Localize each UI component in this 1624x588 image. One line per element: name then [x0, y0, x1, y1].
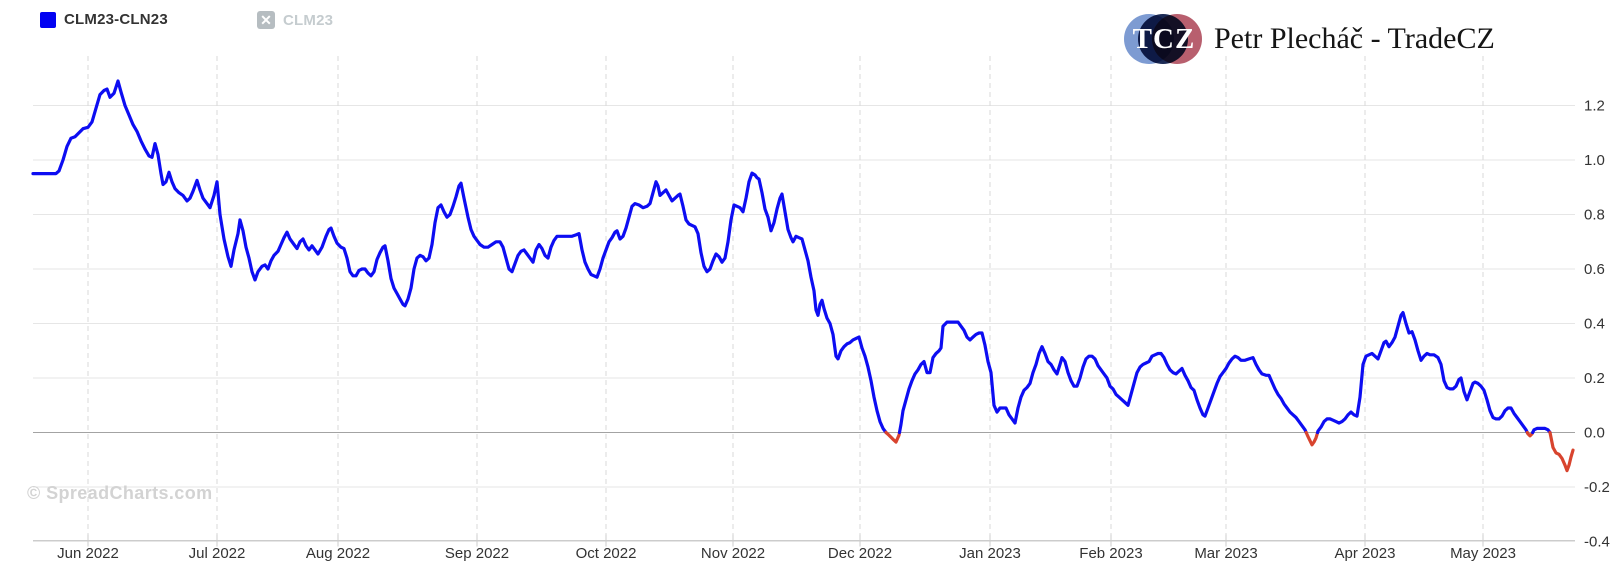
- y-axis-label: 0.0: [1584, 425, 1605, 442]
- x-axis-label: Oct 2022: [576, 545, 637, 562]
- series-segment[interactable]: [1531, 426, 1552, 435]
- y-axis-label: -0.2: [1584, 479, 1610, 496]
- y-axis-label: 1.0: [1584, 152, 1605, 169]
- y-axis-label: 0.6: [1584, 261, 1605, 278]
- series-segment[interactable]: [897, 320, 1308, 435]
- x-axis-label: Sep 2022: [445, 545, 509, 562]
- series-swatch-icon: [40, 11, 56, 28]
- x-axis-label: Jan 2023: [959, 545, 1021, 562]
- y-axis-label: 0.2: [1584, 370, 1605, 387]
- x-axis-label: Jul 2022: [189, 545, 246, 562]
- branding: TCZ Petr Plecháč - TradeCZ: [1124, 13, 1495, 65]
- legend-item-clm23-cln23[interactable]: CLM23-CLN23: [40, 11, 168, 28]
- x-axis-label: Jun 2022: [57, 545, 119, 562]
- legend-label: CLM23: [283, 11, 334, 29]
- x-axis-label: May 2023: [1450, 545, 1516, 562]
- y-axis-label: 0.8: [1584, 207, 1605, 224]
- x-axis-label: Mar 2023: [1194, 545, 1257, 562]
- x-axis-label: Dec 2022: [828, 545, 892, 562]
- legend-item-clm23-disabled[interactable]: ✕ CLM23: [257, 11, 333, 29]
- series-segment-below-zero[interactable]: [884, 430, 902, 444]
- disabled-x-icon: ✕: [257, 11, 275, 29]
- tradecz-logo-icon: TCZ: [1124, 13, 1202, 65]
- spreadcharts-watermark: © SpreadCharts.com: [27, 483, 213, 503]
- series-segment-below-zero[interactable]: [1304, 430, 1320, 447]
- x-axis-label: Aug 2022: [306, 545, 370, 562]
- series-segment[interactable]: [1316, 311, 1529, 435]
- x-axis-label: Feb 2023: [1079, 545, 1142, 562]
- series-segment[interactable]: [31, 79, 888, 435]
- series-segment-below-zero[interactable]: [1548, 430, 1575, 473]
- brand-title: Petr Plecháč - TradeCZ: [1214, 22, 1495, 55]
- x-axis-label: Nov 2022: [701, 545, 765, 562]
- logo-circle-red: [1152, 14, 1202, 64]
- y-axis-label: -0.4: [1584, 534, 1610, 551]
- x-axis-label: Apr 2023: [1335, 545, 1396, 562]
- legend-label: CLM23-CLN23: [64, 11, 168, 28]
- logo-text: TCZ: [1132, 22, 1196, 55]
- y-axis-label: 1.2: [1584, 98, 1605, 115]
- y-axis-label: 0.4: [1584, 316, 1605, 333]
